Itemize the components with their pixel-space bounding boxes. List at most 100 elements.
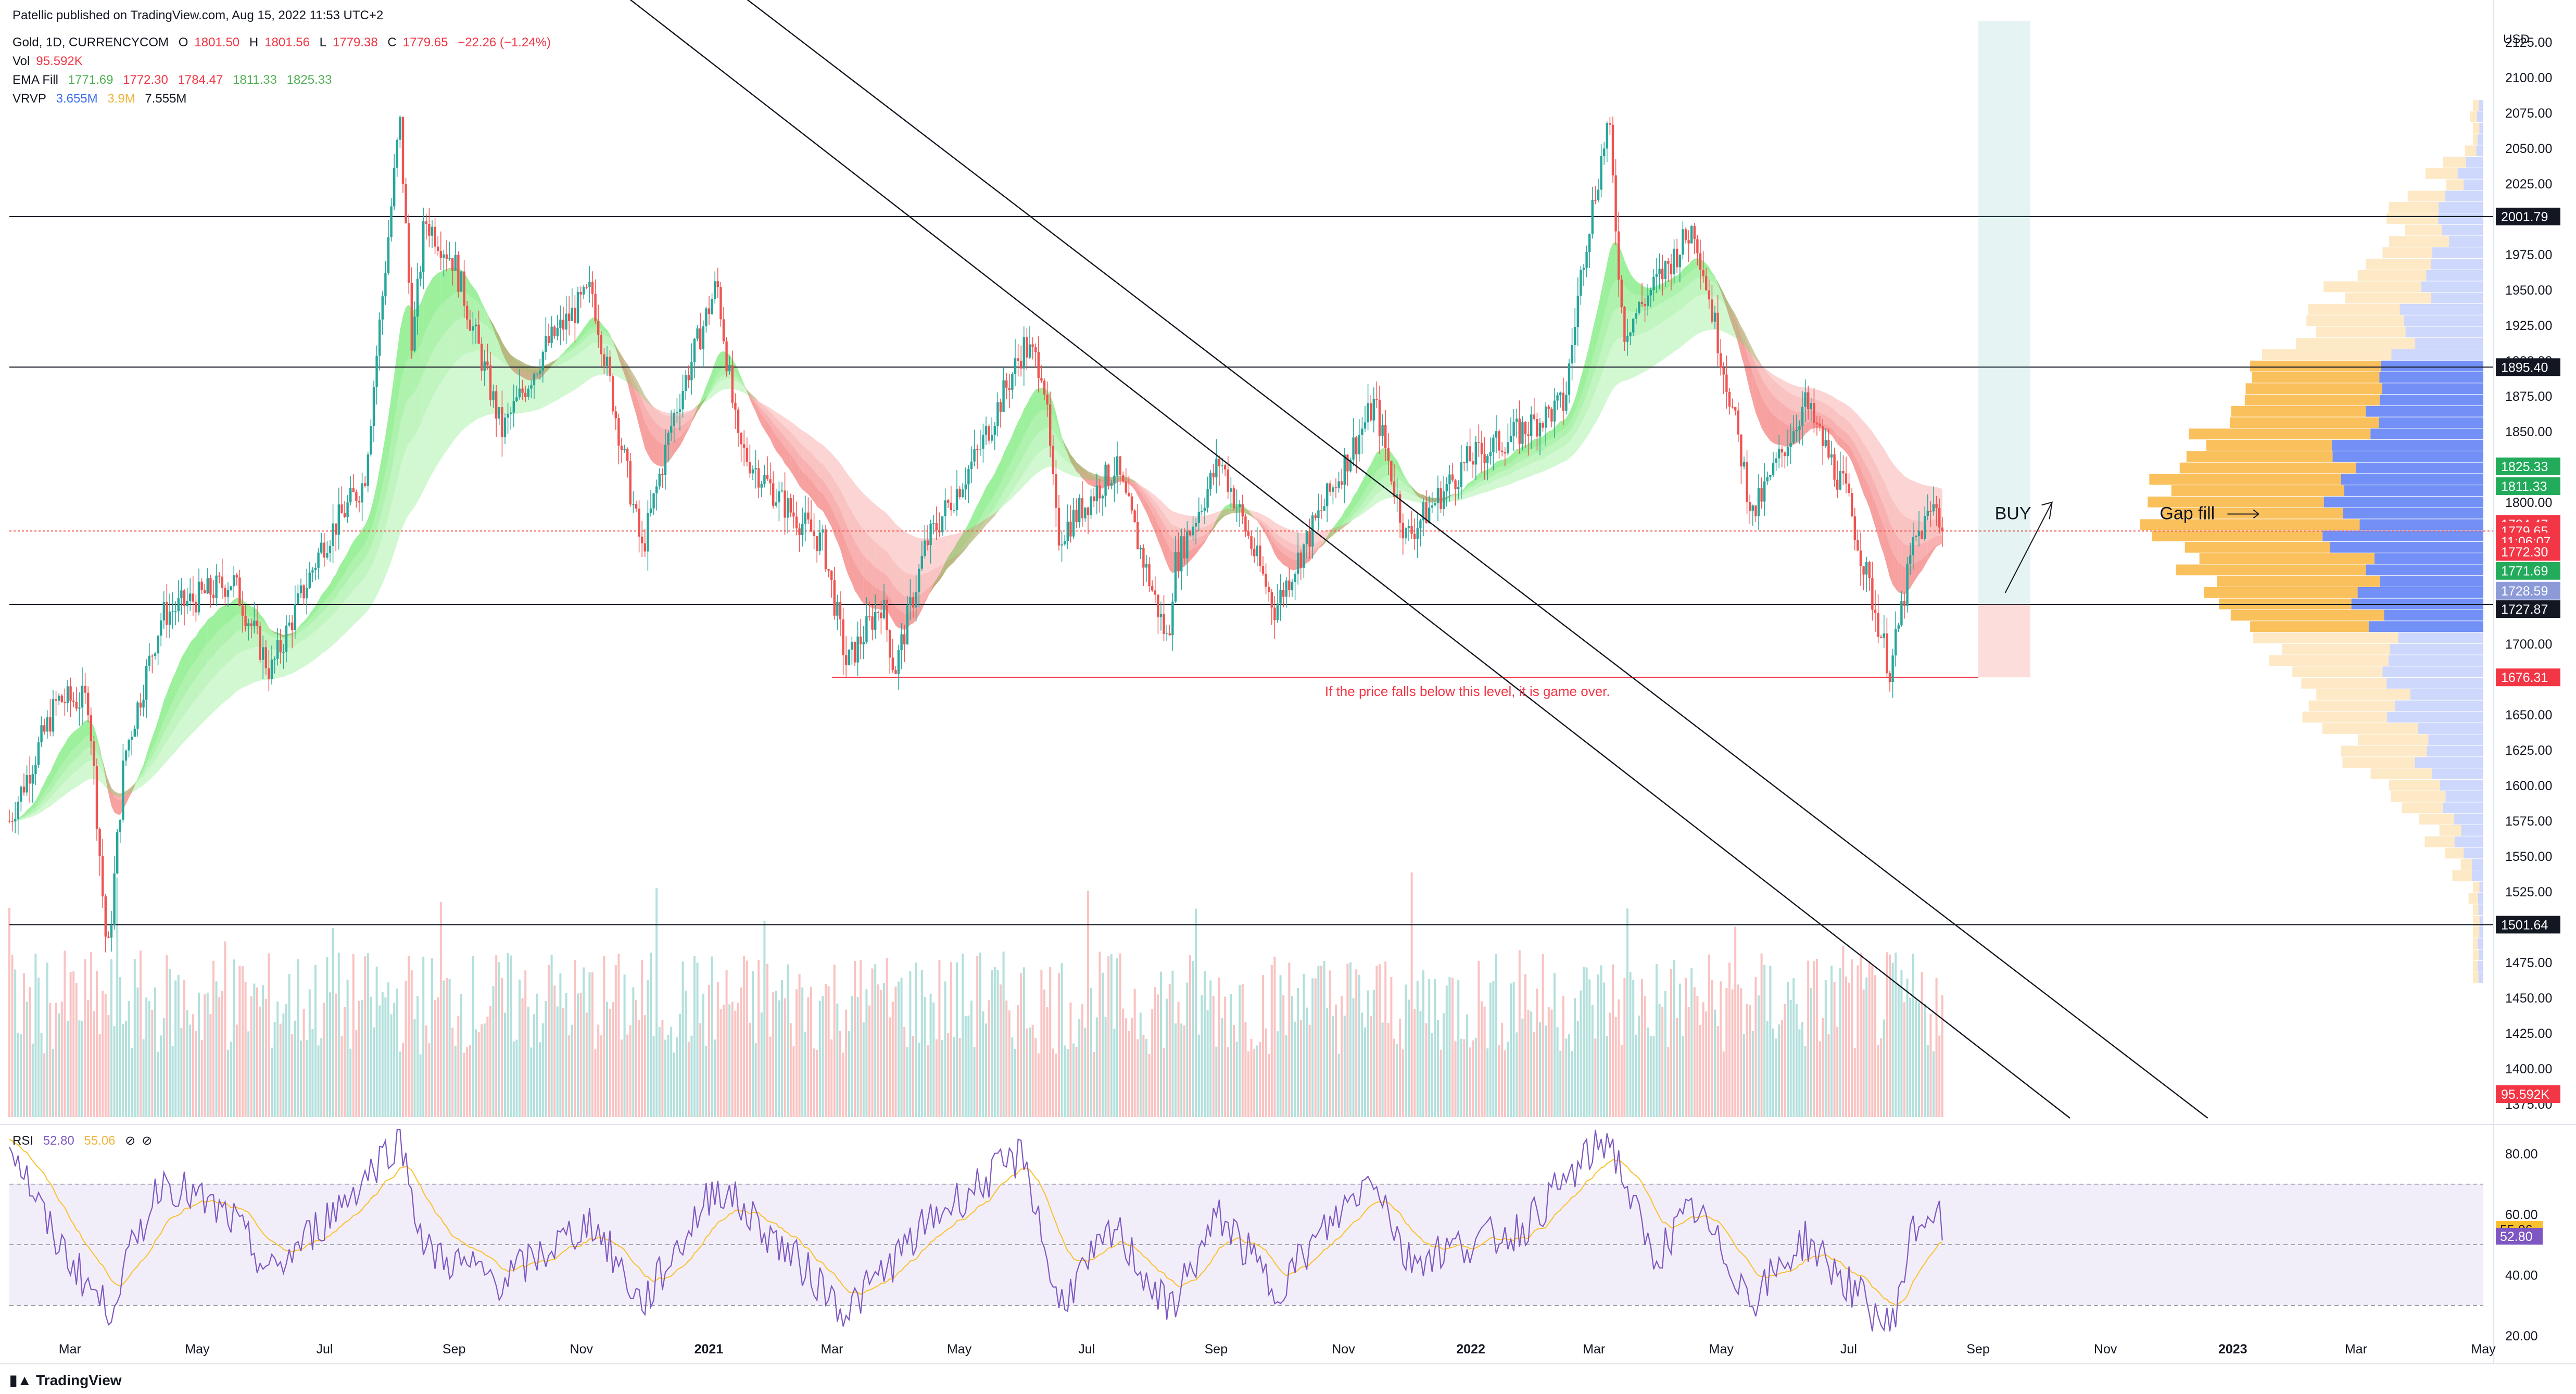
- volume-bar: [1209, 980, 1212, 1117]
- volume-bar: [1562, 996, 1564, 1117]
- candle-body: [643, 543, 646, 552]
- volume-bar: [1483, 1006, 1486, 1117]
- candle-body: [224, 588, 226, 597]
- candle-body: [183, 590, 186, 606]
- candle-body: [483, 361, 486, 371]
- volume-bar: [1763, 965, 1766, 1117]
- price-tick-label: 1425.00: [2505, 1027, 2552, 1041]
- candle-body: [422, 221, 425, 272]
- rsi-tick-label: 20.00: [2505, 1329, 2538, 1344]
- volume-bar: [1673, 960, 1675, 1117]
- volume-bar: [609, 1008, 611, 1117]
- candle-body: [1635, 313, 1637, 319]
- candle-body: [1929, 511, 1932, 512]
- candle-body: [547, 336, 550, 343]
- volume-profile-row: [2454, 836, 2483, 847]
- candle-body: [55, 699, 57, 701]
- volume-bar: [387, 982, 389, 1117]
- candle-body: [632, 504, 635, 505]
- volume-bar: [804, 1032, 806, 1117]
- volume-bar: [699, 1023, 702, 1117]
- volume-bar: [1119, 953, 1121, 1117]
- volume-bar: [370, 996, 372, 1117]
- volume-bar: [1603, 982, 1606, 1117]
- volume-profile-row: [2445, 791, 2483, 802]
- volume-bar: [541, 1023, 544, 1117]
- candle-body: [1486, 456, 1489, 463]
- volume-bar: [789, 1023, 792, 1117]
- volume-bar: [1235, 1042, 1238, 1117]
- candle-body: [157, 636, 159, 654]
- candle-body: [1830, 454, 1833, 458]
- volume-bar: [1326, 1008, 1329, 1117]
- volume-bar: [1204, 971, 1206, 1117]
- volume-bar: [1171, 970, 1174, 1117]
- candle-body: [1463, 462, 1466, 464]
- candle-body: [860, 636, 862, 644]
- volume-bar: [1247, 1051, 1249, 1117]
- candle-body: [1040, 378, 1043, 381]
- price-tick-label: 1650.00: [2505, 708, 2552, 723]
- volume-bar: [1518, 950, 1521, 1117]
- volume-profile-row: [2466, 157, 2483, 168]
- volume-profile-row: [2366, 405, 2483, 417]
- volume-bar: [1241, 984, 1244, 1117]
- volume-profile-row: [2473, 122, 2480, 134]
- volume-bar: [195, 1031, 197, 1117]
- candle-body: [1413, 534, 1416, 539]
- candle-body: [1180, 536, 1183, 572]
- candle-body: [932, 523, 935, 524]
- candle-body: [862, 642, 865, 644]
- candle-body: [1168, 633, 1171, 636]
- candle-body: [583, 286, 585, 295]
- volume-bar: [107, 1015, 110, 1117]
- candle-body: [166, 602, 168, 625]
- candle-body: [1786, 447, 1789, 457]
- volume-profile-row: [2217, 576, 2380, 587]
- volume-bar: [349, 1048, 352, 1117]
- volume-bar: [346, 979, 349, 1117]
- volume-bar: [591, 972, 594, 1117]
- candle-body: [1527, 434, 1530, 436]
- candle-body: [1492, 437, 1495, 452]
- time-tick-label: May: [1709, 1342, 1734, 1357]
- volume-bar: [1163, 1048, 1165, 1117]
- volume-bar: [390, 1014, 393, 1117]
- candle-body: [1868, 562, 1871, 578]
- candle-body: [1457, 487, 1460, 489]
- candle-body: [60, 695, 63, 702]
- candle-body: [991, 435, 993, 441]
- candle-body: [1110, 483, 1113, 486]
- candle-body: [947, 500, 950, 503]
- volume-profile-row: [2379, 417, 2483, 428]
- volume-bar: [1647, 1027, 1649, 1117]
- candle-body: [982, 435, 984, 449]
- rsi-axis-label: [2496, 1227, 2543, 1245]
- candle-body: [1378, 400, 1381, 436]
- volume-bar: [501, 978, 503, 1117]
- candle-body: [1824, 440, 1827, 446]
- volume-bar: [568, 1035, 571, 1117]
- volume-bar: [766, 964, 768, 1117]
- candle-body: [29, 775, 31, 784]
- price-axis-label: [2496, 562, 2560, 580]
- volume-bar: [133, 959, 136, 1117]
- volume-bar: [52, 1049, 54, 1117]
- volume-profile-row: [2390, 643, 2483, 655]
- candle-body: [778, 491, 780, 503]
- volume-bar: [78, 1020, 81, 1117]
- candle-body: [189, 593, 192, 601]
- tradingview-logo[interactable]: ▮▲ TradingView: [9, 1372, 122, 1388]
- volume-profile-row: [2445, 191, 2483, 202]
- candle-body: [1142, 548, 1145, 568]
- candle-body: [1848, 483, 1850, 493]
- volume-bar: [1020, 973, 1022, 1117]
- candle-body: [1629, 332, 1632, 336]
- candle-body: [1224, 465, 1227, 470]
- volume-bar: [1387, 1022, 1390, 1117]
- price-axis-label: [2496, 477, 2560, 495]
- candle-body: [1215, 459, 1218, 478]
- hidden-icon: ⊘: [142, 1134, 153, 1148]
- candle-body: [1303, 544, 1305, 568]
